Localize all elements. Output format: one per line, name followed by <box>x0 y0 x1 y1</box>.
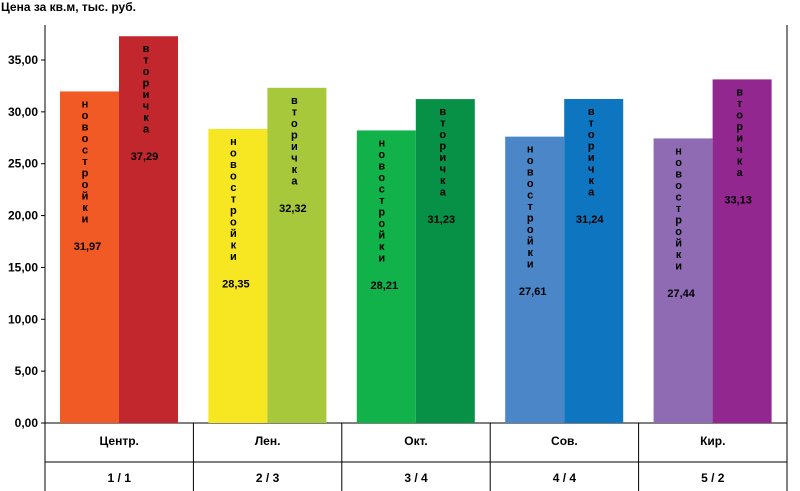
bar-value-label: 31,24 <box>576 214 604 226</box>
category-label: Лен. <box>255 434 281 448</box>
y-axis-label: Цена за кв.м, тыс. руб. <box>1 0 136 14</box>
y-tick-label: 10,00 <box>8 312 38 326</box>
y-tick-label: 25,00 <box>8 157 38 171</box>
category-labels: Центр. 1 / 1 Лен. 2 / 3 Окт. 3 / 4 Сов. 4 / 4 Ки… <box>100 423 725 491</box>
category-sub-label: 5 / 2 <box>701 471 725 485</box>
bar-value-label: 37,29 <box>131 151 159 163</box>
bar <box>208 128 268 423</box>
y-tick-label: 0,00 <box>15 416 39 430</box>
bar-value-label: 31,23 <box>428 214 456 226</box>
bar <box>505 136 565 424</box>
bar <box>119 36 178 424</box>
bar <box>564 98 624 423</box>
bars <box>60 36 772 424</box>
bar <box>267 87 327 424</box>
y-tick-label: 15,00 <box>8 260 38 274</box>
category-label: Кир. <box>700 434 725 448</box>
bar-labels: н о в о с т р о й к и 31,97 в т о р и ч к а 37,29 н о в о с т р о й к и… <box>74 43 752 300</box>
bar-value-label: 33,13 <box>724 194 752 206</box>
category-label: Сов. <box>551 434 578 448</box>
category-sub-label: 4 / 4 <box>553 471 577 485</box>
category-label: Центр. <box>100 434 139 448</box>
category-sub-label: 2 / 3 <box>256 471 280 485</box>
bar <box>712 79 772 424</box>
category-sub-label: 1 / 1 <box>108 471 132 485</box>
y-tick-label: 35,00 <box>8 53 38 67</box>
bar <box>415 99 475 424</box>
bar-value-label: 27,44 <box>667 288 695 300</box>
y-tick-label: 5,00 <box>15 364 39 378</box>
y-tick-label: 30,00 <box>8 105 38 119</box>
bar-value-label: 32,32 <box>279 203 307 215</box>
category-label: Окт. <box>404 434 428 448</box>
bar <box>356 130 416 423</box>
bar-value-label: 28,21 <box>371 280 399 292</box>
bar <box>60 91 119 424</box>
y-tick-label: 20,00 <box>8 209 38 223</box>
bar-value-label: 28,35 <box>222 278 250 290</box>
category-sub-label: 3 / 4 <box>404 471 428 485</box>
bar-value-label: 31,97 <box>74 241 102 253</box>
bar-value-label: 27,61 <box>519 286 547 298</box>
bar <box>653 138 713 423</box>
